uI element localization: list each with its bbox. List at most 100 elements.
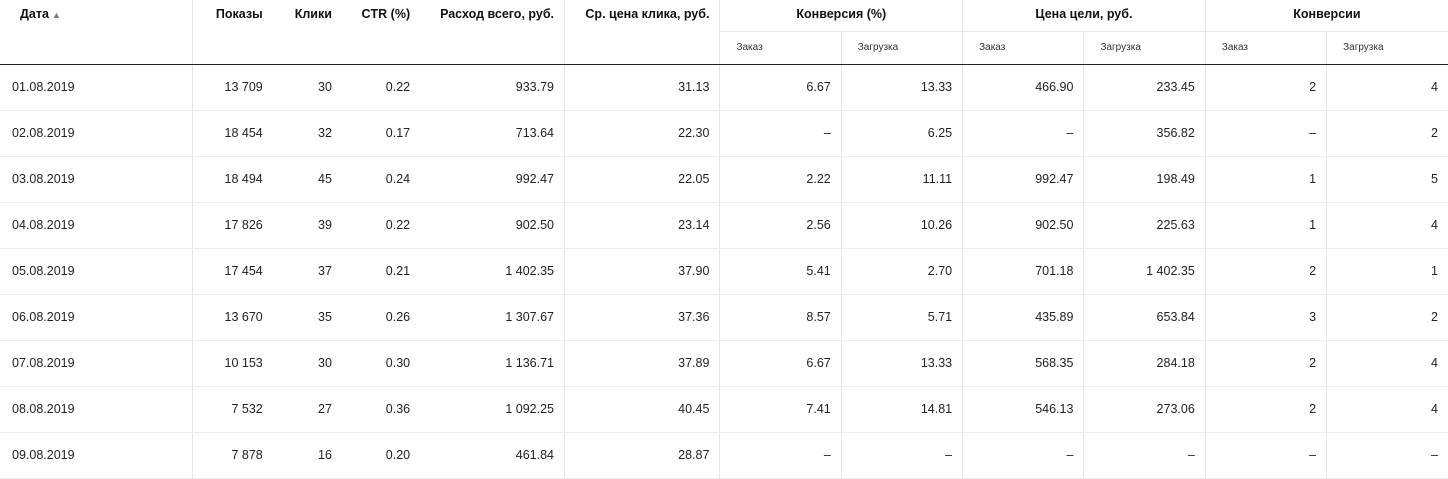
cell-impressions: 7 532: [192, 386, 273, 433]
cell-cnt-order: –: [1204, 432, 1327, 479]
column-group-conversions[interactable]: Конверсии: [1204, 0, 1448, 32]
cell-cnt-download: –: [1326, 432, 1448, 479]
cell-cpc: 31.13: [564, 64, 720, 111]
cell-conv-order: 6.67: [719, 340, 842, 387]
cell-clicks: 39: [272, 202, 342, 249]
table-row: 02.08.2019 18 454 32 0.17 713.64 22.30–6.25–3…: [0, 110, 1448, 157]
cell-conv-download: 13.33: [840, 340, 963, 387]
cell-cpc: 37.90: [564, 248, 720, 295]
cell-cnt-download: 4: [1326, 202, 1448, 249]
cell-price-order: –: [962, 432, 1084, 479]
subheader-conv-order[interactable]: Заказ: [719, 30, 842, 65]
table-row: 07.08.2019 10 153 30 0.30 1 136.71 37.89 6.67 1…: [0, 340, 1448, 387]
cell-cnt-order: 2: [1204, 64, 1327, 111]
cell-cnt-download: 4: [1326, 340, 1448, 387]
cell-price-order: 992.47: [962, 156, 1084, 203]
table-row: 05.08.2019 17 454 37 0.21 1 402.35 37.90 5.41 2…: [0, 248, 1448, 295]
column-group-conversion-pct[interactable]: Конверсия (%): [719, 0, 963, 32]
subheader-price-download[interactable]: Загрузка: [1083, 30, 1206, 65]
cell-price-order: 568.35: [962, 340, 1084, 387]
cell-spend: 902.50: [420, 202, 565, 249]
column-group-goal-price[interactable]: Цена цели, руб.: [962, 0, 1206, 32]
cell-spend: 713.64: [420, 110, 565, 157]
cell-conv-order: 2.22: [719, 156, 842, 203]
cell-date: 08.08.2019: [0, 386, 193, 433]
cell-date: 01.08.2019: [0, 64, 193, 111]
cell-conv-order: 7.41: [719, 386, 842, 433]
table-row: 01.08.2019 13 709 30 0.22 933.79 31.13 6.67 13.…: [0, 64, 1448, 111]
cell-ctr: 0.24: [341, 156, 421, 203]
cell-conv-download: 14.81: [840, 386, 963, 433]
cell-price-order: 701.18: [962, 248, 1084, 295]
cell-impressions: 18 454: [192, 110, 273, 157]
cell-cnt-download: 2: [1326, 110, 1448, 157]
cell-cpc: 22.30: [564, 110, 720, 157]
table-row: 03.08.2019 18 494 45 0.24 992.47 22.05 2.22 11.…: [0, 156, 1448, 203]
cell-cpc: 23.14: [564, 202, 720, 249]
cell-price-order: –: [962, 110, 1084, 157]
cell-cnt-download: 4: [1326, 386, 1448, 433]
cell-cnt-order: 1: [1204, 156, 1327, 203]
cell-conv-download: 10.26: [840, 202, 963, 249]
cell-cnt-order: 1: [1204, 202, 1327, 249]
cell-cnt-order: 2: [1204, 248, 1327, 295]
cell-cpc: 28.87: [564, 432, 720, 479]
cell-date: 09.08.2019: [0, 432, 193, 479]
table-row: 09.08.2019 7 878 16 0.20 461.84 28.87– – – – – –: [0, 432, 1448, 479]
cell-price-download: 233.45: [1083, 64, 1206, 111]
cell-price-download: 198.49: [1083, 156, 1206, 203]
cell-clicks: 30: [272, 64, 342, 111]
cell-price-download: 284.18: [1083, 340, 1206, 387]
cell-conv-download: –: [840, 432, 963, 479]
cell-cnt-order: 2: [1204, 340, 1327, 387]
cell-cpc: 37.36: [564, 294, 720, 341]
cell-impressions: 13 670: [192, 294, 273, 341]
cell-clicks: 37: [272, 248, 342, 295]
subheader-price-order[interactable]: Заказ: [962, 30, 1084, 65]
cell-conv-order: 6.67: [719, 64, 842, 111]
column-header-avg-click-price[interactable]: Ср. цена клика, руб.: [564, 0, 720, 65]
cell-conv-download: 5.71: [840, 294, 963, 341]
cell-cpc: 37.89: [564, 340, 720, 387]
cell-cnt-download: 1: [1326, 248, 1448, 295]
cell-ctr: 0.30: [341, 340, 421, 387]
cell-clicks: 30: [272, 340, 342, 387]
column-header-impressions[interactable]: Показы: [192, 0, 273, 65]
cell-spend: 1 307.67: [420, 294, 565, 341]
table-header: Дата ▲ Показы Клики CTR (%) Расход всего,…: [0, 0, 1448, 65]
cell-price-order: 902.50: [962, 202, 1084, 249]
cell-spend: 1 092.25: [420, 386, 565, 433]
cell-ctr: 0.20: [341, 432, 421, 479]
cell-date: 03.08.2019: [0, 156, 193, 203]
cell-spend: 992.47: [420, 156, 565, 203]
column-header-clicks[interactable]: Клики: [272, 0, 342, 65]
cell-conv-download: 13.33: [840, 64, 963, 111]
cell-cnt-order: 3: [1204, 294, 1327, 341]
cell-spend: 1 402.35: [420, 248, 565, 295]
subheader-count-download[interactable]: Загрузка: [1326, 30, 1448, 65]
subheader-count-order[interactable]: Заказ: [1204, 30, 1327, 65]
subheader-conv-download[interactable]: Загрузка: [840, 30, 963, 65]
cell-price-download: 1 402.35: [1083, 248, 1206, 295]
table-row: 04.08.2019 17 826 39 0.22 902.50 23.14 2.56 10.…: [0, 202, 1448, 249]
column-header-date[interactable]: Дата ▲: [0, 0, 193, 65]
cell-spend: 1 136.71: [420, 340, 565, 387]
cell-cnt-order: –: [1204, 110, 1327, 157]
cell-ctr: 0.17: [341, 110, 421, 157]
column-header-spend[interactable]: Расход всего, руб.: [420, 0, 565, 65]
cell-price-download: 356.82: [1083, 110, 1206, 157]
cell-conv-order: –: [719, 432, 842, 479]
sort-asc-icon: ▲: [51, 10, 61, 20]
cell-clicks: 45: [272, 156, 342, 203]
cell-clicks: 27: [272, 386, 342, 433]
cell-clicks: 32: [272, 110, 342, 157]
column-header-ctr[interactable]: CTR (%): [341, 0, 421, 65]
table-body: 01.08.2019 13 709 30 0.22 933.79 31.13 6.67 13.…: [0, 64, 1448, 479]
cell-ctr: 0.22: [341, 202, 421, 249]
cell-impressions: 7 878: [192, 432, 273, 479]
cell-impressions: 18 494: [192, 156, 273, 203]
column-header-date-label: Дата: [20, 7, 49, 21]
cell-cpc: 22.05: [564, 156, 720, 203]
cell-date: 06.08.2019: [0, 294, 193, 341]
